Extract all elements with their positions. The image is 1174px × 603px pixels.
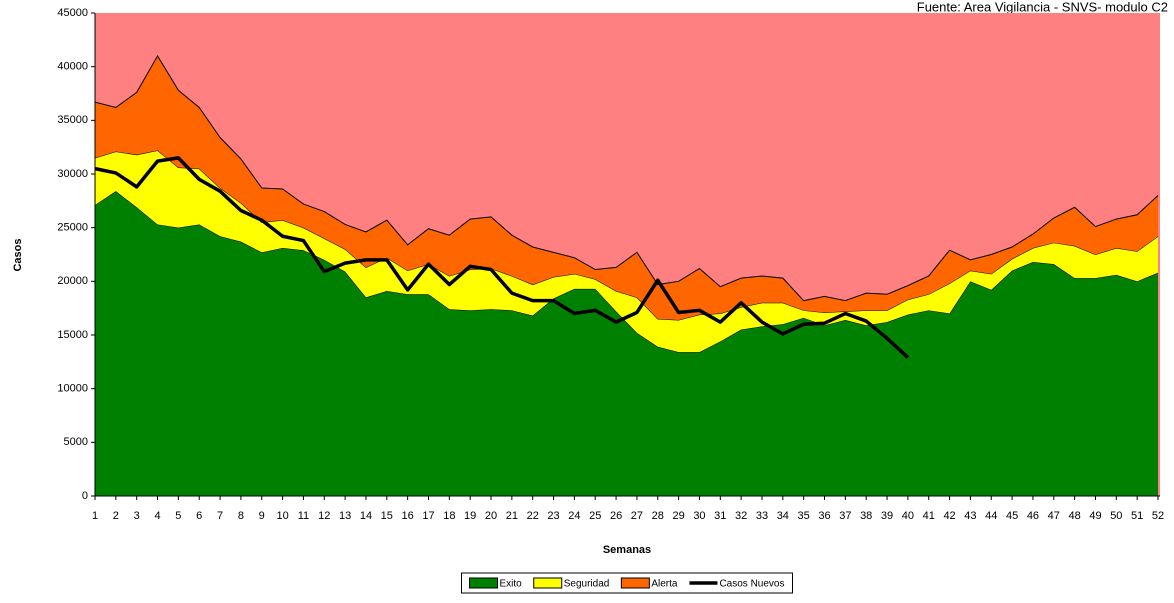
x-tick-label: 44 (985, 510, 997, 522)
x-tick-label: 16 (402, 510, 414, 522)
x-tick-label: 11 (298, 510, 309, 522)
legend-item: Seguridad (533, 577, 610, 590)
x-tick-label: 21 (506, 510, 518, 522)
x-tick-label: 30 (693, 510, 705, 522)
x-tick-label: 24 (568, 510, 580, 522)
x-tick-label: 31 (714, 510, 726, 522)
legend-label: Alerta (651, 579, 678, 590)
x-tick-label: 13 (339, 510, 351, 522)
area-edge (94, 54, 1159, 302)
x-tick-label: 17 (422, 510, 434, 522)
x-tick-label: 4 (154, 510, 160, 522)
x-tick-label: 26 (610, 510, 622, 522)
x-tick-label: 9 (259, 510, 265, 522)
legend-item: Alerta (620, 577, 678, 590)
x-tick-label: 29 (672, 510, 684, 522)
x-tick-label: 10 (276, 510, 288, 522)
y-tick-label: 15000 (57, 329, 88, 341)
y-tick-label: 25000 (57, 222, 88, 234)
y-tick-label: 5000 (64, 436, 88, 448)
x-tick-label: 3 (134, 510, 140, 522)
y-tick-label: 20000 (57, 275, 88, 287)
x-tick-label: 40 (902, 510, 914, 522)
x-tick-label: 51 (1131, 510, 1143, 522)
y-tick-label: 35000 (57, 114, 88, 126)
legend-swatch (620, 577, 650, 589)
x-tick-label: 32 (735, 510, 747, 522)
x-tick-label: 39 (881, 510, 893, 522)
area (95, 191, 1158, 496)
legend-label: Exito (500, 579, 523, 590)
legend: Exito Seguridad Alerta Casos Nuevos (461, 572, 793, 594)
x-tick-label: 37 (839, 510, 851, 522)
x-tick-label: 12 (318, 510, 330, 522)
legend-item: Casos Nuevos (689, 579, 784, 590)
legend-label: Seguridad (564, 579, 610, 590)
x-tick-label: 20 (485, 510, 497, 522)
x-tick-label: 25 (589, 510, 601, 522)
x-tick-label: 6 (196, 510, 202, 522)
x-tick-label: 52 (1152, 510, 1164, 522)
x-tick-label: 28 (652, 510, 664, 522)
x-tick-label: 34 (777, 510, 789, 522)
x-tick-label: 19 (464, 510, 476, 522)
x-tick-label: 38 (860, 510, 872, 522)
area (95, 55, 1158, 320)
x-tick-label: 8 (238, 510, 244, 522)
y-tick-label: 30000 (57, 168, 88, 180)
y-tick-label: 0 (82, 490, 88, 502)
x-tick-label: 23 (547, 510, 559, 522)
x-tick-label: 36 (818, 510, 830, 522)
x-tick-label: 27 (631, 510, 643, 522)
x-tick-label: 50 (1110, 510, 1122, 522)
x-tick-label: 33 (756, 510, 768, 522)
x-tick-label: 41 (923, 510, 935, 522)
y-tick-label: 40000 (57, 61, 88, 73)
x-tick-label: 45 (1006, 510, 1018, 522)
x-tick-label: 2 (113, 510, 119, 522)
x-tick-label: 48 (1069, 510, 1081, 522)
legend-swatch (469, 577, 499, 589)
x-tick-label: 18 (443, 510, 455, 522)
y-tick-label: 10000 (57, 383, 88, 395)
legend-item: Exito (469, 577, 523, 590)
x-tick-label: 22 (527, 510, 539, 522)
x-tick-label: 49 (1089, 510, 1101, 522)
legend-swatch (533, 577, 563, 589)
x-tick-label: 14 (360, 510, 372, 522)
x-tick-label: 43 (964, 510, 976, 522)
x-tick-label: 15 (381, 510, 393, 522)
line (94, 156, 910, 359)
chart-title: Fuente: Area Vigilancia - SNVS- modulo C… (917, 0, 1168, 14)
x-tick-label: 42 (943, 510, 955, 522)
x-axis-label: Semanas (603, 544, 651, 556)
x-tick-label: 7 (217, 510, 223, 522)
y-axis-label: Casos (12, 238, 24, 271)
x-tick-label: 35 (798, 510, 810, 522)
x-tick-label: 5 (175, 510, 181, 522)
x-tick-label: 1 (92, 510, 98, 522)
x-tick-label: 47 (1048, 510, 1060, 522)
legend-label: Casos Nuevos (719, 579, 784, 590)
y-tick-label: 45000 (57, 7, 88, 19)
x-tick-label: 46 (1027, 510, 1039, 522)
